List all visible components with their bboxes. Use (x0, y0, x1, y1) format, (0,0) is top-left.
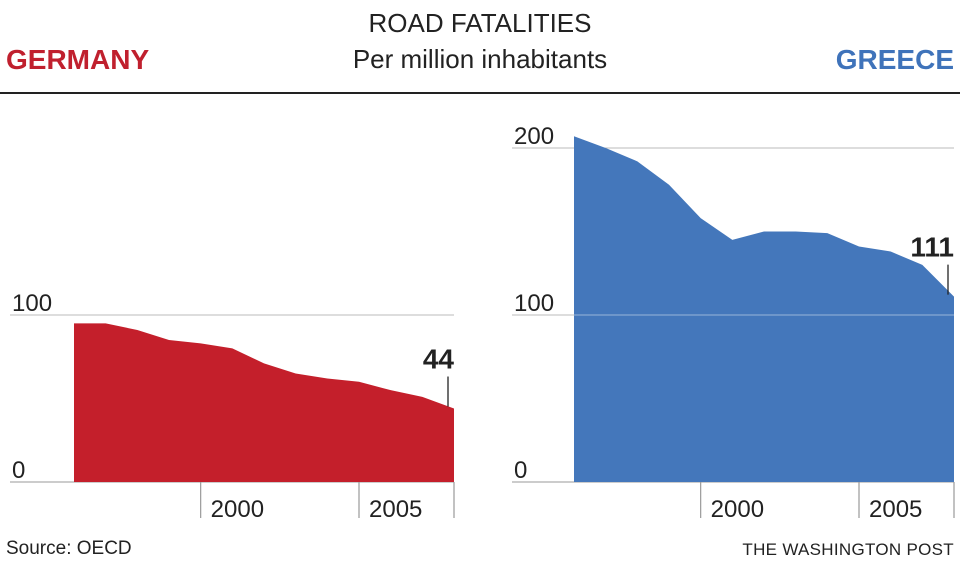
greece-label: GREECE (835, 44, 954, 75)
germany-label: GERMANY (6, 44, 150, 75)
greece-xtick-label-2005: 2005 (869, 496, 922, 523)
germany-end-value-label: 44 (423, 344, 455, 375)
header-rule (0, 92, 960, 94)
publisher-credit: THE WASHINGTON POST (742, 540, 954, 559)
greece-ytick-label-100: 100 (514, 290, 554, 317)
germany-ytick-label-100: 100 (12, 290, 52, 317)
chart-subtitle: Per million inhabitants (352, 44, 608, 74)
germany-xtick-label-2005: 2005 (369, 496, 422, 523)
greece-ytick-label-200: 200 (514, 123, 554, 150)
germany-area (74, 323, 454, 482)
chart-title: ROAD FATALITIES (368, 8, 592, 38)
greece-end-value-label: 111 (910, 232, 954, 263)
germany-xtick-label-2000: 2000 (211, 496, 264, 523)
germany-ytick-label-0: 0 (12, 457, 25, 484)
source-note: Source: OECD (6, 538, 132, 559)
greece-ytick-label-0: 0 (514, 457, 527, 484)
greece-xtick-label-2000: 2000 (711, 496, 764, 523)
greece-area (574, 136, 954, 482)
